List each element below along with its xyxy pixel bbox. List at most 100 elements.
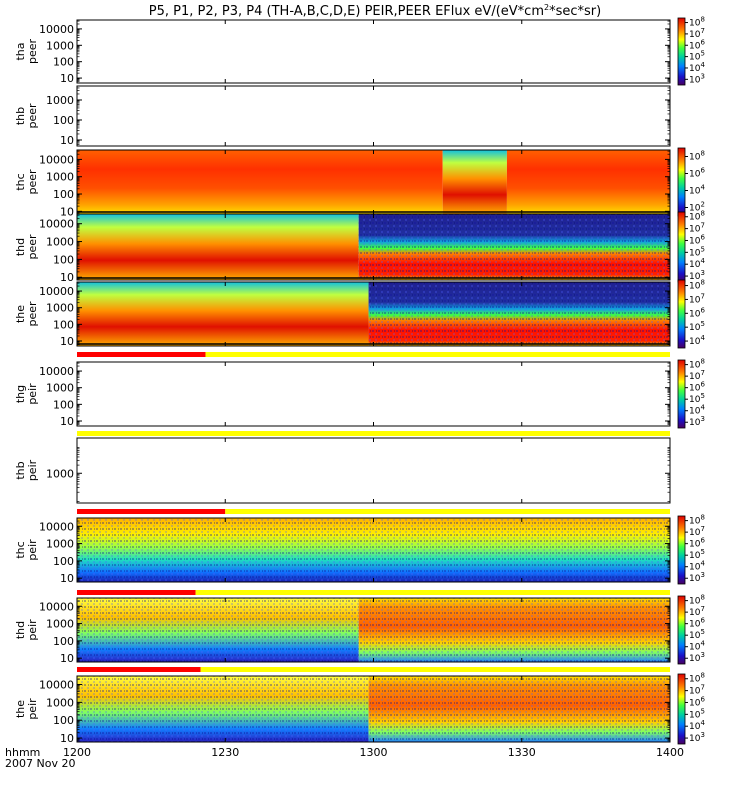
colorbar-exponent: 7 — [700, 292, 704, 300]
panel-frame — [76, 437, 671, 504]
colorbar-exponent: 5 — [700, 628, 704, 636]
mode-bar-segment — [205, 352, 670, 357]
colorbar-exponent: 6 — [700, 167, 705, 175]
panel-label: thb peir — [14, 459, 39, 481]
colorbar-exponent: 5 — [700, 707, 704, 715]
y-tick-label: 10000 — [39, 218, 74, 231]
y-tick-label: 10 — [60, 652, 74, 665]
colorbar-label: 108 — [689, 150, 705, 163]
colorbar-exponent: 5 — [700, 320, 704, 328]
y-tick-label: 10 — [60, 572, 74, 585]
y-tick-label: 1000 — [46, 696, 74, 709]
colorbar-label: 106 — [689, 306, 705, 319]
mode-bar — [77, 352, 670, 357]
mode-bar-segment — [77, 509, 226, 514]
colorbar-gradient — [677, 17, 686, 86]
panel-label: thd peir — [14, 619, 39, 641]
colorbar-label: 104 — [689, 184, 705, 197]
colorbar-exponent: 4 — [700, 184, 705, 192]
y-tick-label: 100 — [53, 714, 74, 727]
mode-bar — [77, 431, 670, 436]
y-tick-label: 10000 — [39, 600, 74, 613]
colorbar-exponent: 7 — [700, 605, 704, 613]
spectrogram-image — [77, 676, 670, 742]
colorbar-exponent: 4 — [700, 61, 705, 69]
mode-bars — [77, 352, 670, 672]
y-tick-label: 100 — [53, 253, 74, 266]
colorbar-label: 106 — [689, 167, 705, 180]
colorbar-label: 103 — [689, 72, 705, 85]
colorbar-exponent: 7 — [700, 222, 704, 230]
y-tick-label: 1000 — [46, 382, 74, 395]
panel-label: tha peer — [14, 39, 39, 65]
colorbar-exponent: 7 — [700, 27, 704, 35]
colorbar-exponent: 8 — [700, 16, 704, 24]
flux-noise — [358, 214, 670, 280]
spectrogram-image — [77, 518, 670, 582]
x-axis-date: 2007 Nov 20 — [5, 757, 75, 770]
colorbar-label: 103 — [689, 571, 705, 584]
probe-name: thd — [14, 238, 27, 256]
spectrogram-image — [77, 598, 670, 662]
y-tick-label: 1000 — [46, 467, 74, 480]
chart-title-tail: *sec*sr) — [549, 4, 601, 19]
instrument-name: peir — [26, 698, 39, 720]
time-axis: hhmm 2007 Nov 20 1200 1230 1300 1330 1400 — [5, 746, 684, 770]
colorbar-exponent: 3 — [700, 72, 704, 80]
y-tick-label: 10000 — [39, 365, 74, 378]
y-tick-label: 100 — [53, 114, 74, 127]
colorbar-exponent: 3 — [700, 731, 704, 739]
panel-label: thg peir — [14, 383, 39, 405]
mode-bar — [77, 667, 670, 672]
colorbar-exponent: 4 — [700, 257, 705, 265]
y-tick-label: 10 — [60, 415, 74, 428]
mode-bar — [77, 509, 670, 514]
colorbar-gradient — [677, 147, 686, 217]
y-tick-label: 1000 — [46, 236, 74, 249]
instrument-name: peer — [26, 234, 39, 260]
colorbar-exponent: 6 — [700, 695, 705, 703]
colorbar-exponent: 5 — [700, 548, 704, 556]
y-tick-label: 1000 — [46, 302, 74, 315]
probe-name: thb — [14, 461, 27, 479]
colorbar-exponent: 5 — [700, 50, 704, 58]
flux-noise — [77, 518, 670, 582]
colorbar-label: 104 — [689, 334, 705, 347]
panel-label: thd peer — [14, 234, 39, 260]
x-axis-label: hhmm — [5, 746, 40, 759]
colorbar-label: 107 — [689, 292, 705, 305]
colorbar-exponent: 6 — [700, 233, 705, 241]
flux-noise — [77, 598, 359, 662]
y-tick-label: 1000 — [46, 171, 74, 184]
panel-label: the peir — [14, 698, 39, 720]
spectrogram-image — [77, 282, 670, 346]
panel-label: thc peir — [14, 539, 39, 561]
mode-bar-segment — [77, 667, 201, 672]
probe-name: thb — [14, 107, 27, 125]
mode-bar-segment — [77, 431, 670, 436]
panel-label: thb peer — [14, 103, 39, 129]
y-tick-label: 100 — [53, 635, 74, 648]
colorbar-exponent: 4 — [700, 640, 705, 648]
panel-label: thc peer — [14, 169, 39, 195]
colorbar-exponent: 7 — [700, 525, 704, 533]
colorbar-label: 103 — [689, 731, 705, 744]
panel-thb-peer: 10 100 1000 thb peer — [14, 85, 671, 147]
instrument-name: peir — [26, 383, 39, 405]
probe-name: the — [14, 700, 27, 718]
panel-frame — [76, 361, 671, 427]
mode-bar — [77, 590, 670, 595]
spectrogram-image — [77, 214, 670, 280]
y-tick-label: 1000 — [46, 94, 74, 107]
colorbar-exponent: 5 — [700, 392, 704, 400]
flux-noise — [368, 282, 670, 346]
flux-noise — [368, 676, 670, 742]
y-tick-label: 100 — [53, 555, 74, 568]
colorbar-exponent: 8 — [700, 514, 704, 522]
panel-frame — [76, 85, 671, 147]
